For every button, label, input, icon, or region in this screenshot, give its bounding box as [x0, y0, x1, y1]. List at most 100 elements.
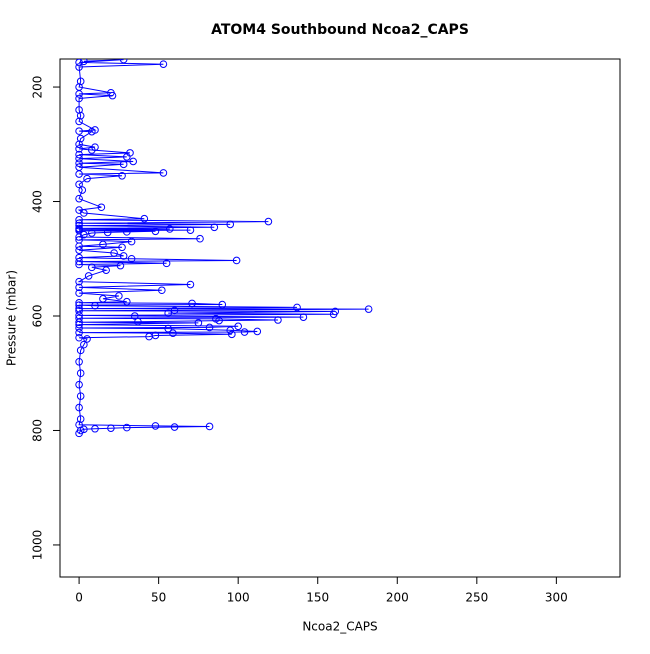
plot-frame	[59, 58, 621, 578]
data-point	[75, 194, 83, 203]
data-point	[218, 300, 227, 309]
data-point	[75, 260, 83, 269]
plot-area	[75, 59, 373, 438]
chart-title: ATOM4 Southbound Ncoa2_CAPS	[211, 22, 469, 38]
data-point	[123, 297, 131, 306]
data-point	[130, 312, 139, 320]
data-point	[75, 127, 83, 135]
data-point	[83, 174, 91, 183]
data-point	[151, 227, 160, 236]
data-point	[88, 127, 96, 136]
data-point	[162, 259, 171, 268]
data-point	[75, 333, 83, 342]
data-point	[145, 332, 153, 341]
data-point	[108, 91, 117, 100]
data-point	[80, 230, 88, 239]
data-point	[140, 214, 149, 223]
data-point	[75, 289, 83, 297]
data-point	[119, 160, 128, 169]
x-tick-label: 300	[545, 591, 568, 605]
data-point	[76, 77, 85, 86]
data-point	[75, 420, 83, 429]
x-tick-label: 250	[465, 591, 488, 605]
data-point	[110, 249, 118, 257]
data-point	[75, 94, 83, 103]
data-point	[226, 220, 235, 229]
data-point	[75, 90, 83, 98]
data-point	[274, 316, 282, 324]
data-point	[75, 140, 83, 149]
data-point	[253, 327, 262, 336]
data-point	[75, 159, 83, 167]
data-point	[232, 256, 241, 265]
data-point	[123, 228, 131, 236]
data-point	[75, 277, 83, 286]
data-point	[83, 335, 91, 343]
data-point	[75, 357, 83, 366]
data-point	[299, 313, 308, 321]
data-point	[364, 305, 373, 313]
x-tick-label: 200	[386, 591, 409, 605]
data-point	[159, 169, 168, 177]
data-point	[76, 346, 85, 355]
data-point	[196, 234, 204, 243]
data-point	[78, 186, 87, 194]
data-point	[194, 319, 203, 327]
data-point	[165, 225, 174, 233]
x-tick-label: 0	[75, 591, 83, 605]
data-point	[164, 324, 172, 333]
data-point	[97, 203, 106, 212]
data-point	[75, 221, 83, 230]
data-point	[119, 252, 128, 260]
data-point	[186, 226, 195, 234]
data-point	[240, 328, 249, 336]
data-point	[205, 422, 214, 431]
data-point	[76, 369, 85, 378]
x-tick-label: 100	[227, 591, 250, 605]
data-point	[75, 63, 83, 71]
x-tick-label: 50	[151, 591, 166, 605]
data-point	[75, 301, 83, 309]
data-point	[76, 392, 85, 400]
data-point	[91, 301, 99, 310]
data-point	[75, 403, 83, 412]
data-point	[127, 237, 136, 246]
data-point	[123, 423, 131, 432]
data-point	[88, 263, 96, 272]
data-point	[129, 157, 137, 166]
data-point	[115, 292, 123, 300]
data-point	[99, 295, 107, 303]
data-point	[164, 309, 172, 317]
data-point	[88, 229, 96, 237]
data-point	[169, 329, 177, 337]
data-point	[75, 117, 83, 126]
data-point	[329, 310, 338, 319]
x-tick-label: 150	[306, 591, 329, 605]
data-point	[75, 328, 83, 337]
data-point	[75, 307, 83, 315]
data-point	[127, 254, 136, 263]
data-point	[118, 243, 126, 252]
data-point	[103, 228, 112, 237]
x-axis-label: Ncoa2_CAPS	[302, 620, 377, 634]
data-point	[158, 286, 166, 295]
data-point	[116, 261, 125, 270]
y-axis-label: Pressure (mbar)	[5, 270, 19, 366]
data-point	[123, 153, 131, 161]
data-point	[151, 422, 160, 430]
data-point	[75, 299, 83, 307]
data-point	[170, 423, 179, 431]
data-point	[75, 216, 83, 224]
data-point	[215, 316, 223, 325]
data-point	[228, 330, 236, 339]
data-point	[80, 59, 88, 66]
data-point	[75, 246, 83, 254]
data-point	[80, 209, 88, 217]
data-point	[118, 171, 126, 180]
data-point	[75, 233, 83, 241]
data-point	[119, 59, 128, 64]
data-point	[134, 317, 142, 326]
data-point	[75, 150, 83, 159]
data-point	[75, 242, 83, 250]
